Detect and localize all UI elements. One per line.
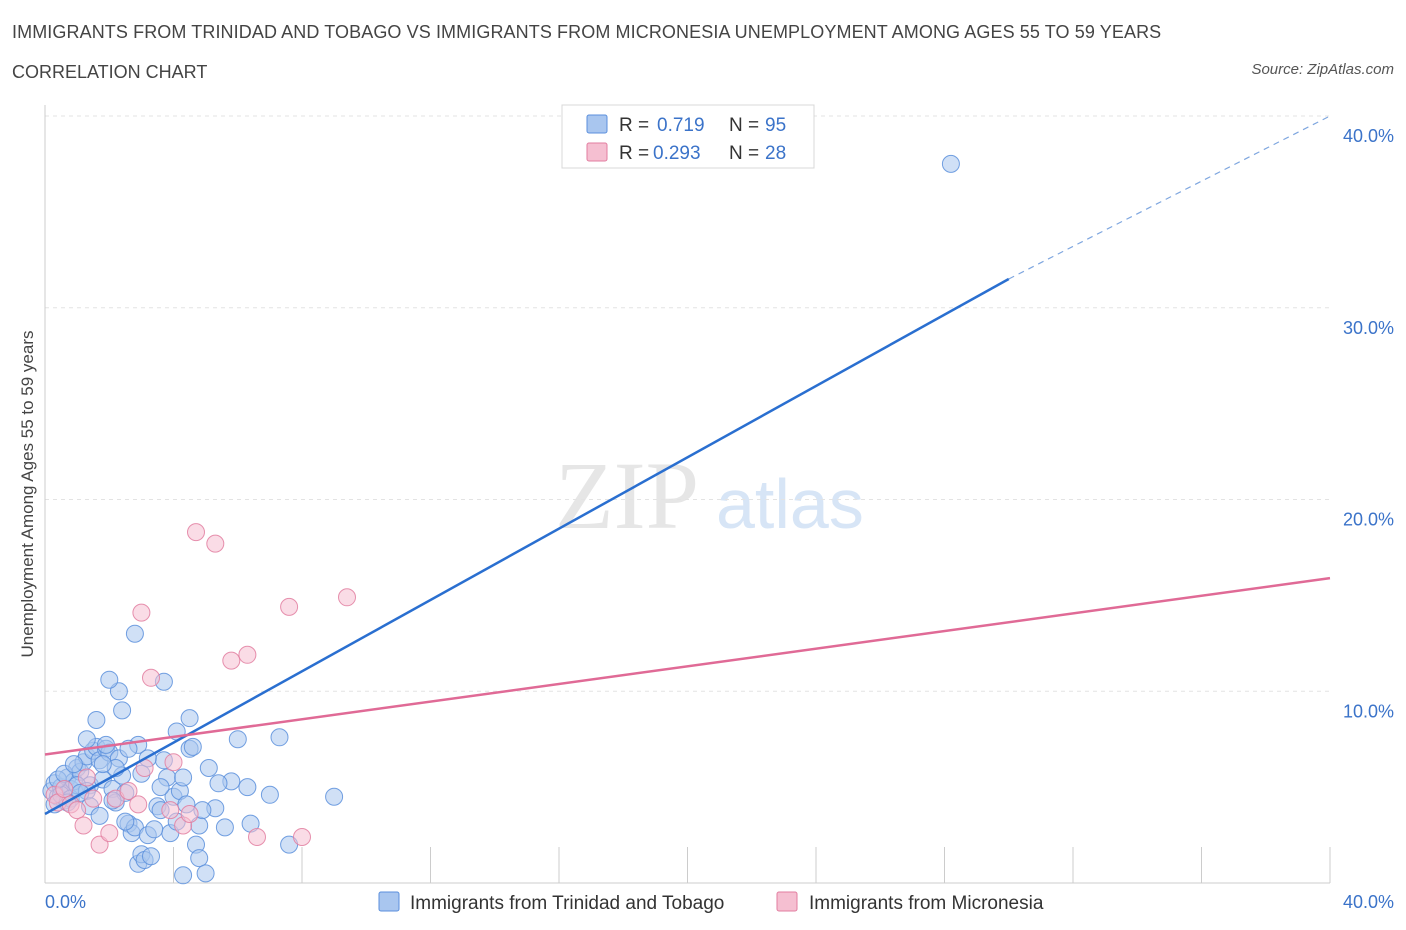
stats-r-label-blue: R = bbox=[619, 115, 649, 136]
trend-line-micronesia bbox=[44, 576, 1331, 756]
point-micronesia bbox=[132, 603, 151, 622]
series-micronesia-points bbox=[45, 523, 356, 854]
legend-swatch-micronesia bbox=[776, 891, 798, 912]
point-micronesia bbox=[119, 782, 138, 800]
y-tick-label: 40.0% bbox=[1343, 126, 1394, 146]
x-tick-label-min: 0.0% bbox=[45, 892, 86, 912]
point-trinidad bbox=[174, 866, 193, 885]
chart-title: IMMIGRANTS FROM TRINIDAD AND TOBAGO VS I… bbox=[12, 22, 1162, 42]
watermark: ZIP atlas bbox=[555, 442, 864, 549]
trend-line-trinidad-extension bbox=[1008, 115, 1331, 280]
point-trinidad bbox=[113, 701, 132, 720]
point-trinidad bbox=[215, 818, 234, 837]
point-trinidad bbox=[142, 847, 160, 866]
point-trinidad bbox=[199, 759, 218, 777]
point-micronesia bbox=[68, 801, 87, 820]
point-micronesia bbox=[280, 597, 299, 616]
x-axis-ticks bbox=[44, 847, 1331, 883]
point-trinidad bbox=[260, 785, 279, 804]
watermark-atlas: atlas bbox=[716, 465, 864, 543]
point-trinidad bbox=[183, 737, 202, 756]
point-micronesia bbox=[206, 534, 225, 553]
y-tick-labels: 10.0% 20.0% 30.0% 40.0% bbox=[1343, 126, 1394, 721]
stats-legend: R = 0.719 N = 95 R = 0.293 N = 28 bbox=[561, 104, 815, 169]
point-micronesia bbox=[142, 668, 160, 687]
point-micronesia bbox=[248, 828, 266, 846]
point-micronesia bbox=[90, 835, 109, 854]
point-trinidad bbox=[941, 154, 960, 173]
y-tick-label: 20.0% bbox=[1343, 510, 1394, 530]
y-tick-label: 30.0% bbox=[1343, 318, 1394, 338]
point-trinidad bbox=[125, 624, 144, 643]
stats-n-label-pink: N = bbox=[729, 143, 759, 164]
point-micronesia bbox=[129, 795, 148, 814]
point-micronesia bbox=[100, 824, 119, 843]
point-micronesia bbox=[293, 828, 311, 846]
point-trinidad bbox=[196, 864, 215, 883]
point-micronesia bbox=[74, 816, 93, 835]
stats-r-label-pink: R = bbox=[619, 143, 649, 164]
stats-swatch-blue bbox=[586, 114, 608, 134]
point-trinidad bbox=[93, 755, 112, 774]
point-trinidad bbox=[64, 755, 83, 774]
legend-label-trinidad: Immigrants from Trinidad and Tobago bbox=[410, 893, 724, 914]
point-trinidad bbox=[77, 730, 96, 749]
y-tick-label: 10.0% bbox=[1343, 701, 1394, 721]
point-micronesia bbox=[77, 768, 96, 787]
stats-r-value-blue: 0.719 bbox=[657, 115, 705, 136]
legend-label-micronesia: Immigrants from Micronesia bbox=[809, 893, 1044, 914]
point-trinidad bbox=[87, 711, 106, 729]
point-micronesia bbox=[187, 523, 205, 542]
point-trinidad bbox=[174, 768, 193, 787]
point-trinidad bbox=[109, 682, 128, 701]
stats-swatch-pink bbox=[586, 142, 608, 162]
point-trinidad bbox=[238, 778, 257, 797]
point-trinidad bbox=[100, 670, 119, 689]
series-legend: Immigrants from Trinidad and Tobago Immi… bbox=[378, 891, 1044, 914]
point-trinidad bbox=[190, 849, 209, 868]
chart-subtitle: CORRELATION CHART bbox=[12, 62, 208, 82]
point-micronesia bbox=[161, 801, 180, 820]
legend-swatch-trinidad bbox=[378, 891, 400, 912]
point-micronesia bbox=[55, 780, 74, 798]
point-trinidad bbox=[209, 774, 228, 793]
point-trinidad bbox=[325, 787, 344, 806]
point-trinidad bbox=[116, 812, 135, 831]
point-trinidad bbox=[270, 728, 289, 747]
point-trinidad bbox=[151, 778, 170, 797]
y-axis-title: Unemployment Among Ages 55 to 59 years bbox=[18, 331, 37, 658]
trend-line-trinidad bbox=[44, 277, 1010, 816]
point-trinidad bbox=[228, 730, 247, 749]
point-micronesia bbox=[338, 588, 356, 607]
stats-n-value-blue: 95 bbox=[765, 115, 786, 136]
x-tick-label-max: 40.0% bbox=[1343, 892, 1394, 912]
point-trinidad bbox=[90, 806, 109, 825]
stats-r-value-pink: 0.293 bbox=[653, 143, 701, 164]
point-micronesia bbox=[84, 789, 103, 808]
point-micronesia bbox=[180, 805, 199, 823]
point-micronesia bbox=[222, 651, 241, 670]
source-label: Source: ZipAtlas.com bbox=[1251, 61, 1394, 78]
point-micronesia bbox=[164, 753, 183, 772]
stats-n-label-blue: N = bbox=[729, 115, 759, 136]
trend-lines bbox=[44, 115, 1331, 816]
point-trinidad bbox=[145, 820, 164, 839]
point-trinidad bbox=[180, 709, 199, 728]
watermark-zip: ZIP bbox=[555, 442, 699, 549]
stats-n-value-pink: 28 bbox=[765, 143, 786, 164]
point-micronesia bbox=[238, 645, 257, 664]
